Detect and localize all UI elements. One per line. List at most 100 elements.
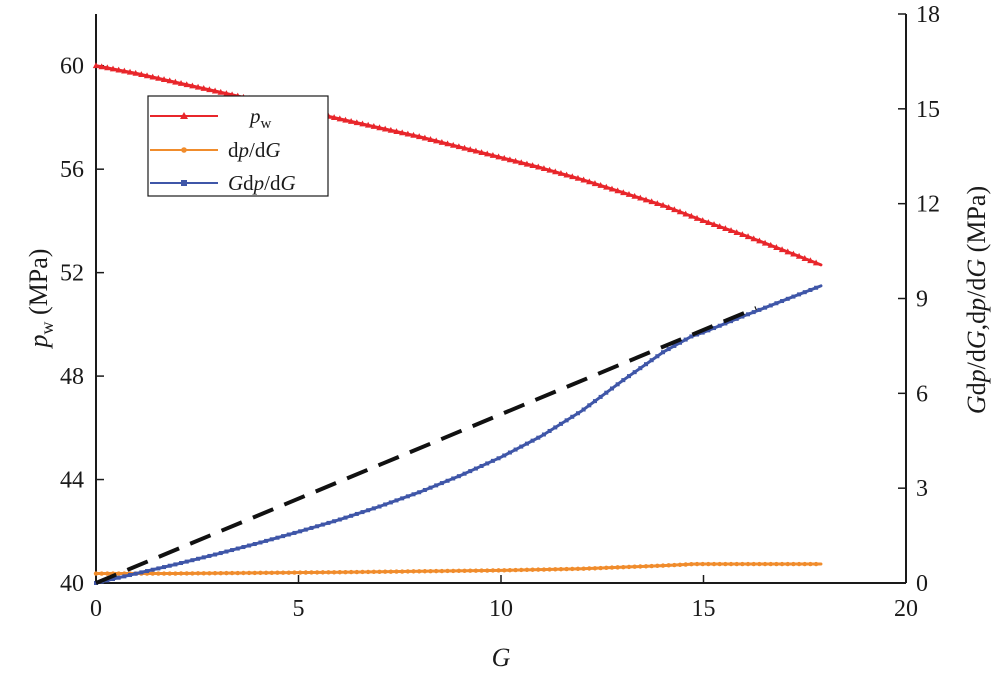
series-marker-dpdg	[365, 569, 371, 575]
series-marker-pw	[478, 149, 485, 155]
series-marker-gdpdg	[417, 490, 422, 495]
series-marker-pw	[467, 146, 474, 153]
series-marker-dpdg	[201, 571, 206, 576]
series-marker-gdpdg	[207, 553, 212, 558]
series-marker-dpdg	[371, 569, 377, 575]
series-marker-gdpdg	[746, 312, 751, 317]
series-marker-dpdg	[677, 562, 683, 567]
series-marker-dpdg	[275, 570, 280, 575]
series-marker-dpdg	[485, 568, 490, 573]
series-marker-pw	[211, 87, 219, 94]
series-marker-dpdg	[99, 571, 104, 576]
series-marker-dpdg	[218, 570, 223, 576]
series-marker-pw	[217, 88, 224, 95]
series-marker-gdpdg	[394, 498, 399, 503]
series-marker-dpdg	[343, 569, 348, 575]
series-marker-gdpdg	[150, 567, 155, 572]
series-marker-gdpdg	[468, 469, 473, 474]
series-marker-pw	[160, 76, 168, 83]
series-marker-dpdg	[553, 567, 558, 572]
series-marker-dpdg	[439, 568, 445, 574]
series-marker-pw	[710, 221, 718, 228]
series-marker-pw	[342, 116, 349, 123]
series-marker-gdpdg	[757, 307, 762, 312]
series-marker-pw	[767, 241, 774, 248]
x-axis-title: G	[492, 643, 511, 672]
series-marker-dpdg	[666, 563, 671, 568]
series-marker-gdpdg	[196, 556, 201, 561]
tick-group: 0 5 10 15 20 40 44 48 52 56 60 0 3 6 9 12 15 18	[60, 2, 940, 622]
series-marker-gdpdg	[604, 390, 609, 395]
series-marker-dpdg	[320, 570, 325, 575]
series-marker-pw	[739, 231, 746, 237]
series-marker-dpdg	[502, 568, 507, 573]
series-marker-dpdg	[638, 564, 643, 569]
series-marker-pw	[778, 246, 786, 253]
series-marker-gdpdg	[292, 530, 297, 535]
legend-marker-dpdg	[181, 147, 187, 153]
series-marker-pw	[688, 212, 695, 219]
series-marker-dpdg	[462, 568, 467, 573]
series-marker-gdpdg	[785, 296, 790, 301]
series-marker-gdpdg	[615, 382, 620, 387]
series-marker-pw	[648, 198, 655, 205]
series-marker-dpdg	[643, 564, 649, 569]
y-right-tick-label: 9	[916, 287, 928, 313]
series-marker-dpdg	[451, 568, 456, 574]
series-marker-gdpdg	[553, 425, 558, 430]
series-marker-gdpdg	[201, 555, 206, 560]
series-marker-gdpdg	[343, 515, 348, 520]
series-marker-dpdg	[496, 568, 501, 573]
series-marker-gdpdg	[683, 337, 688, 342]
series-marker-dpdg	[428, 568, 433, 574]
series-marker-gdpdg	[303, 527, 308, 532]
series-marker-dpdg	[241, 570, 246, 576]
series-marker-dpdg	[224, 570, 229, 576]
series-marker-pw	[194, 83, 202, 90]
series-marker-pw	[563, 171, 570, 178]
series-marker-gdpdg	[570, 414, 575, 419]
legend-label-dpdg: dp/dG	[228, 138, 281, 162]
series-marker-pw	[727, 227, 735, 233]
series-marker-dpdg	[507, 567, 513, 573]
series-marker-gdpdg	[434, 483, 439, 488]
series-marker-gdpdg	[496, 456, 501, 461]
series-marker-pw	[206, 86, 213, 93]
series-marker-pw	[149, 73, 156, 80]
series-marker-dpdg	[740, 561, 745, 567]
series-marker-dpdg	[184, 571, 189, 576]
series-marker-pw	[495, 153, 502, 160]
series-marker-dpdg	[394, 569, 399, 574]
series-marker-dpdg	[734, 561, 739, 567]
series-marker-dpdg	[615, 565, 620, 570]
series-marker-gdpdg	[649, 358, 654, 363]
series-marker-gdpdg	[326, 520, 331, 525]
series-marker-pw	[722, 225, 729, 231]
series-marker-dpdg	[150, 571, 155, 576]
series-marker-gdpdg	[626, 374, 631, 379]
series-marker-gdpdg	[275, 535, 280, 540]
series-marker-dpdg	[411, 569, 416, 574]
y-left-tick-label: 56	[60, 157, 84, 183]
series-marker-pw	[705, 219, 712, 226]
series-marker-dpdg	[587, 566, 592, 571]
series-marker-gdpdg	[315, 524, 320, 529]
series-marker-gdpdg	[241, 545, 246, 550]
series-marker-dpdg	[116, 571, 121, 576]
series-marker-pw	[580, 176, 587, 183]
x-tick-label: 0	[90, 596, 102, 622]
series-marker-dpdg	[314, 570, 320, 575]
series-marker-dpdg	[207, 571, 212, 576]
series-marker-dpdg	[689, 562, 694, 567]
series-marker-dpdg	[723, 561, 728, 567]
series-marker-dpdg	[570, 566, 575, 572]
series-group	[92, 62, 823, 585]
series-marker-pw	[177, 79, 185, 86]
series-marker-gdpdg	[451, 476, 456, 481]
y-right-tick-label: 12	[916, 192, 940, 218]
series-marker-dpdg	[156, 571, 161, 576]
series-marker-gdpdg	[360, 510, 365, 515]
series-marker-pw	[529, 162, 536, 169]
series-marker-dpdg	[609, 565, 615, 570]
series-marker-dpdg	[530, 567, 535, 572]
